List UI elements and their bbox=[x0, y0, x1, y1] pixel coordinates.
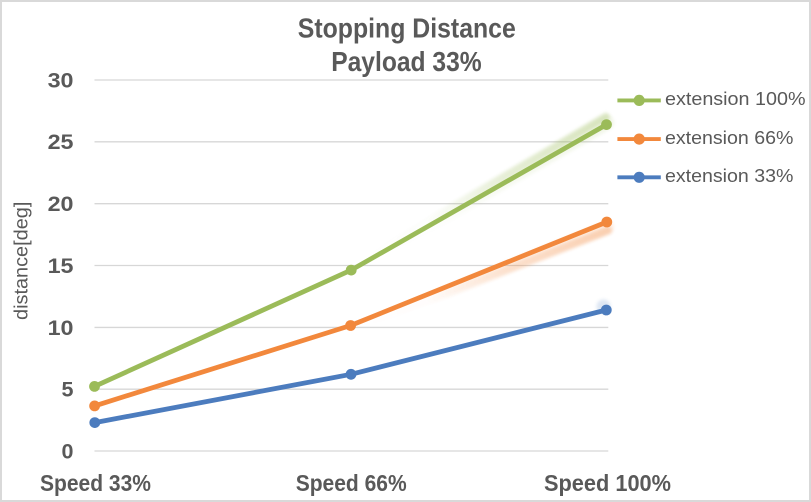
svg-text:10: 10 bbox=[48, 316, 74, 340]
svg-text:Speed 66%: Speed 66% bbox=[296, 470, 407, 496]
svg-text:extension 66%: extension 66% bbox=[665, 127, 793, 148]
svg-text:extension 33%: extension 33% bbox=[665, 165, 793, 186]
svg-text:Speed 100%: Speed 100% bbox=[544, 470, 671, 496]
svg-text:Stopping Distance: Stopping Distance bbox=[298, 12, 516, 43]
svg-text:distance[deg]: distance[deg] bbox=[12, 202, 33, 320]
svg-text:15: 15 bbox=[48, 254, 74, 278]
svg-text:30: 30 bbox=[48, 68, 74, 92]
svg-text:20: 20 bbox=[48, 192, 74, 216]
svg-text:5: 5 bbox=[62, 378, 74, 402]
svg-text:25: 25 bbox=[48, 130, 74, 154]
svg-text:Speed 33%: Speed 33% bbox=[40, 470, 151, 496]
svg-text:0: 0 bbox=[62, 439, 74, 463]
svg-text:Payload 33%: Payload 33% bbox=[331, 46, 482, 77]
svg-text:extension 100%: extension 100% bbox=[665, 88, 806, 109]
